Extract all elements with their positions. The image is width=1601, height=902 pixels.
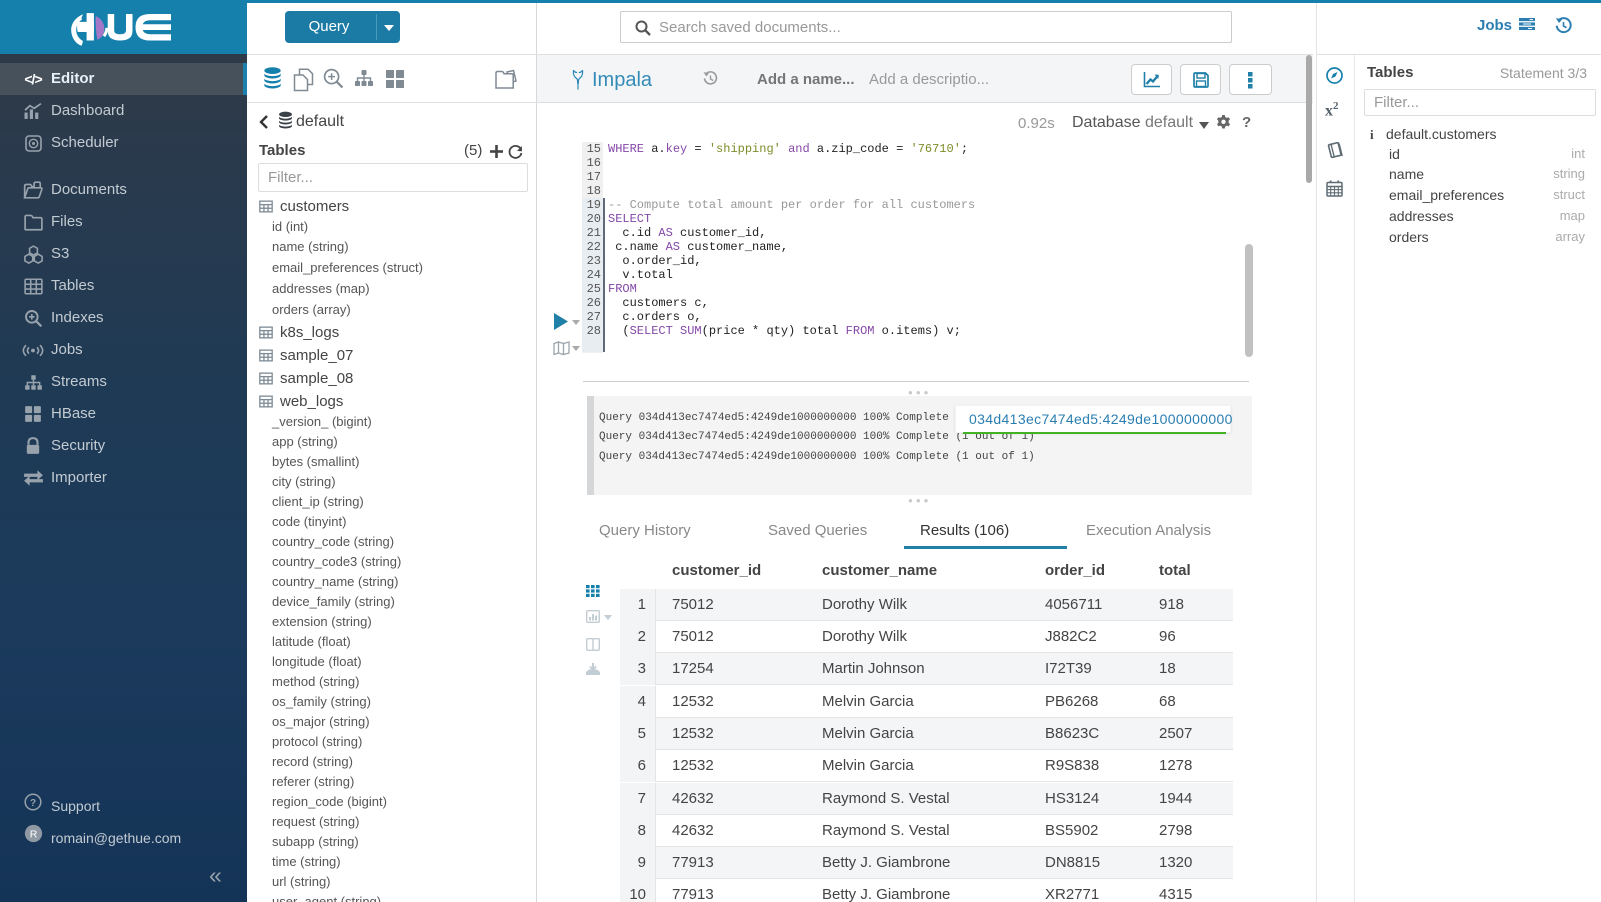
svg-text:?: ? bbox=[30, 798, 36, 809]
svg-text:R: R bbox=[29, 829, 37, 841]
